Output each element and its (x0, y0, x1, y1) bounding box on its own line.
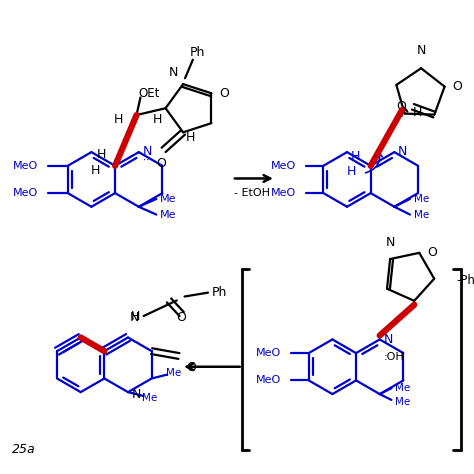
Text: N: N (169, 66, 178, 79)
Text: OEt: OEt (138, 87, 160, 100)
Text: :OH: :OH (383, 352, 404, 362)
Text: Me: Me (160, 194, 177, 204)
Text: H: H (346, 165, 356, 178)
Text: Me: Me (142, 393, 157, 403)
Text: - EtOH: - EtOH (235, 188, 270, 198)
Text: H: H (113, 113, 123, 127)
Text: N: N (143, 145, 152, 158)
Text: O: O (452, 80, 462, 93)
Text: 25a: 25a (12, 443, 36, 456)
FancyArrowPatch shape (365, 153, 382, 173)
Text: N: N (416, 44, 426, 56)
Text: O: O (186, 361, 196, 374)
Text: N: N (130, 311, 139, 324)
Text: H: H (131, 310, 140, 322)
Text: O: O (157, 157, 166, 170)
Text: Ph: Ph (190, 46, 205, 59)
Text: -Ph: -Ph (456, 274, 474, 287)
Text: Me: Me (414, 194, 429, 204)
Text: Me: Me (395, 383, 410, 393)
Text: MeO: MeO (271, 188, 296, 198)
Text: MeO: MeO (13, 188, 38, 198)
Text: MeO: MeO (256, 348, 282, 358)
Text: N: N (383, 333, 393, 346)
Text: Me: Me (160, 210, 177, 219)
Text: MeO: MeO (271, 161, 296, 171)
Text: O: O (427, 246, 437, 259)
Text: MeO: MeO (13, 161, 38, 171)
Text: H: H (153, 113, 163, 127)
Text: N: N (132, 388, 141, 401)
Text: H: H (186, 131, 196, 144)
Text: Me: Me (395, 397, 410, 407)
Text: O: O (396, 100, 406, 113)
Text: N: N (385, 237, 395, 249)
Text: H: H (413, 106, 422, 118)
Text: Me: Me (414, 210, 429, 219)
Text: O: O (177, 311, 187, 325)
Text: N: N (398, 145, 408, 158)
Text: H: H (91, 164, 100, 177)
Text: O: O (219, 87, 229, 100)
Text: MeO: MeO (256, 375, 282, 385)
Text: H: H (350, 149, 360, 163)
Text: Me: Me (165, 368, 181, 378)
Text: Ph: Ph (212, 286, 228, 299)
Text: ⋯: ⋯ (143, 155, 153, 165)
Text: H: H (97, 147, 106, 161)
